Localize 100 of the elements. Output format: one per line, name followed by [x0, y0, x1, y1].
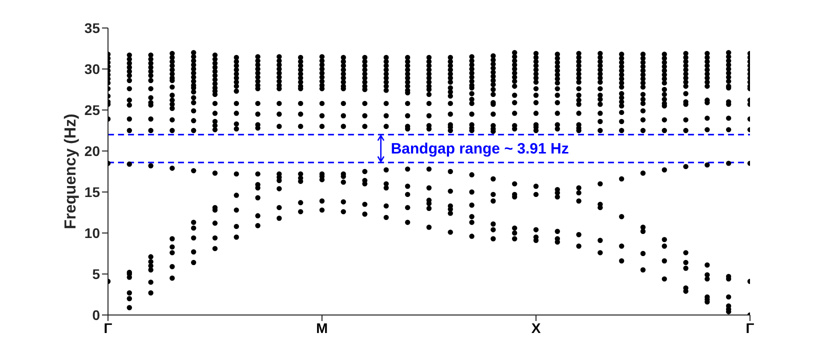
point	[234, 171, 239, 177]
point	[533, 100, 539, 106]
point	[340, 113, 346, 118]
point	[683, 164, 688, 170]
point	[598, 86, 603, 92]
point	[126, 305, 132, 310]
point	[191, 235, 196, 241]
point	[619, 128, 624, 134]
point	[448, 230, 453, 235]
point	[362, 113, 368, 118]
point	[662, 86, 667, 92]
point	[598, 102, 603, 107]
point	[533, 192, 539, 198]
point	[212, 100, 218, 106]
point	[234, 110, 239, 116]
point	[276, 216, 282, 221]
x-tick-label: M	[316, 320, 328, 336]
point	[576, 190, 582, 196]
y-tick-label: 25	[84, 102, 100, 118]
point	[726, 294, 732, 300]
point	[191, 260, 196, 266]
point	[340, 209, 346, 214]
point	[490, 92, 496, 98]
point	[148, 128, 154, 134]
point	[148, 86, 154, 92]
point	[662, 244, 667, 249]
point	[170, 166, 175, 171]
point	[448, 100, 453, 106]
point	[170, 128, 175, 134]
point	[234, 100, 239, 106]
point	[384, 113, 389, 118]
point	[148, 290, 154, 296]
point	[276, 124, 282, 129]
point	[234, 84, 239, 89]
point	[212, 246, 218, 252]
point	[362, 100, 368, 106]
point	[319, 113, 325, 118]
point	[426, 206, 432, 211]
point	[469, 100, 474, 106]
point	[533, 86, 539, 92]
point	[576, 110, 582, 116]
point	[255, 195, 260, 200]
point	[234, 192, 239, 198]
point	[662, 236, 667, 242]
point	[662, 258, 667, 264]
point	[533, 80, 539, 85]
point	[148, 95, 154, 100]
point	[576, 244, 582, 249]
point	[212, 220, 218, 226]
point	[554, 92, 560, 98]
point	[212, 110, 218, 116]
y-tick-label: 35	[84, 20, 100, 36]
point	[533, 184, 539, 189]
y-tick-label: 0	[92, 306, 100, 323]
point	[191, 128, 196, 134]
y-tick-label: 10	[84, 224, 100, 241]
point	[683, 91, 688, 96]
point	[234, 207, 239, 213]
point	[512, 230, 518, 236]
y-axis-title: Frequency (Hz)	[62, 114, 80, 230]
x-tick-label: Γ	[746, 320, 755, 336]
point	[255, 223, 260, 228]
point	[405, 220, 410, 225]
point	[126, 128, 132, 134]
point	[512, 236, 518, 242]
point	[362, 202, 368, 207]
point	[126, 296, 132, 302]
y-tick-label: 30	[84, 60, 100, 77]
point	[340, 124, 346, 129]
point	[576, 185, 582, 190]
point	[298, 112, 304, 117]
point	[662, 128, 667, 134]
point	[148, 267, 154, 272]
point	[662, 117, 667, 122]
point	[576, 102, 582, 107]
x-tick-label: Γ	[104, 320, 113, 336]
point	[319, 124, 325, 129]
point	[191, 100, 196, 106]
point	[683, 266, 688, 271]
point	[405, 204, 410, 210]
point	[234, 88, 239, 94]
point	[405, 166, 410, 172]
point	[426, 224, 432, 230]
point	[276, 204, 282, 210]
point	[340, 100, 346, 106]
point	[148, 280, 154, 285]
point	[448, 112, 453, 117]
point	[319, 198, 325, 204]
point	[405, 184, 410, 189]
point	[191, 95, 196, 100]
point	[704, 84, 710, 89]
point	[170, 92, 175, 98]
point	[384, 214, 389, 220]
y-tick-label: 5	[92, 266, 100, 282]
point	[212, 235, 218, 241]
point	[490, 176, 496, 182]
point	[640, 92, 646, 98]
y-tick-label: 15	[84, 184, 100, 200]
point	[448, 210, 453, 216]
point	[533, 110, 539, 116]
